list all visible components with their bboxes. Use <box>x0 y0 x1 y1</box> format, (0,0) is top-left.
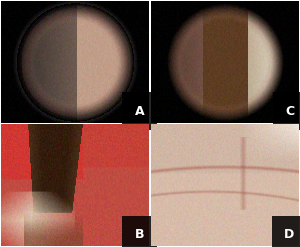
Text: B: B <box>135 228 145 241</box>
Text: A: A <box>135 105 145 118</box>
Text: C: C <box>285 105 294 118</box>
Text: D: D <box>284 228 294 241</box>
